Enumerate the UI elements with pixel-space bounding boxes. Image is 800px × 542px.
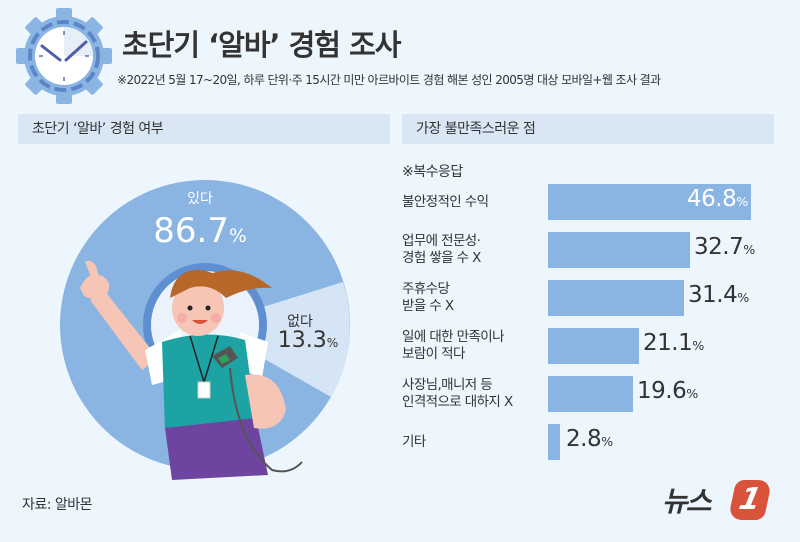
experience-section-heading: 초단기 ‘알바’ 경험 여부 <box>18 114 390 144</box>
bar <box>548 424 560 460</box>
brand-badge-icon: 1 <box>727 480 773 520</box>
bar-row: 사장님,매니저 등 인격적으로 대하지 X 19.6% <box>402 376 782 412</box>
pie-slice-no <box>205 282 350 397</box>
worker-illustration <box>80 260 303 480</box>
bar-label: 일에 대한 만족이나 보람이 적다 <box>402 329 505 362</box>
bar-row: 업무에 전문성· 경험 쌓을 수 X 32.7% <box>402 232 782 268</box>
bar-label: 사장님,매니저 등 인격적으로 대하지 X <box>402 377 513 410</box>
bar-value: 32.7% <box>694 234 755 260</box>
bar <box>548 232 690 268</box>
news1-logo: 뉴스 1 <box>662 476 780 520</box>
bar-row: 일에 대한 만족이나 보람이 적다 21.1% <box>402 328 782 364</box>
bar-value: 19.6% <box>637 378 698 404</box>
bar-label: 기타 <box>402 433 426 450</box>
bar-value: 31.4% <box>688 282 749 308</box>
bar <box>548 328 639 364</box>
bar-label: 주휴수당 받을 수 X <box>402 281 454 314</box>
bar-row: 불안정적인 수익 46.8% <box>402 184 782 220</box>
page-title: 초단기 ‘알바’ 경험 조사 <box>122 28 401 62</box>
bar-row: 주휴수당 받을 수 X 31.4% <box>402 280 782 316</box>
bar-label: 업무에 전문성· 경험 쌓을 수 X <box>402 233 481 266</box>
survey-note: ※2022년 5월 17~20일, 하루 단위·주 15시간 미만 아르바이트 … <box>117 73 661 87</box>
experience-pie-chart <box>60 180 350 480</box>
pie-value-no: 13.3% <box>277 328 339 353</box>
bar <box>548 280 684 316</box>
bar-value: 46.8% <box>687 186 748 212</box>
pie-value-yes: 86.7% <box>153 211 247 251</box>
bar-value: 2.8% <box>566 426 613 452</box>
bar <box>548 376 633 412</box>
pie-label-no: 없다 <box>287 314 313 330</box>
data-source: 자료: 알바몬 <box>22 497 93 513</box>
bar-label: 불안정적인 수익 <box>402 193 489 210</box>
pie-label-yes: 있다 <box>187 191 213 207</box>
bar-row: 기타 2.8% <box>402 424 782 460</box>
bar <box>548 184 751 220</box>
multiple-response-note: ※복수응답 <box>402 164 463 180</box>
dissatisfaction-section-heading: 가장 불만족스러운 점 <box>402 114 774 144</box>
clock-gear-icon <box>16 8 112 104</box>
brand-text: 뉴스 <box>662 485 712 518</box>
bar-value: 21.1% <box>643 330 704 356</box>
